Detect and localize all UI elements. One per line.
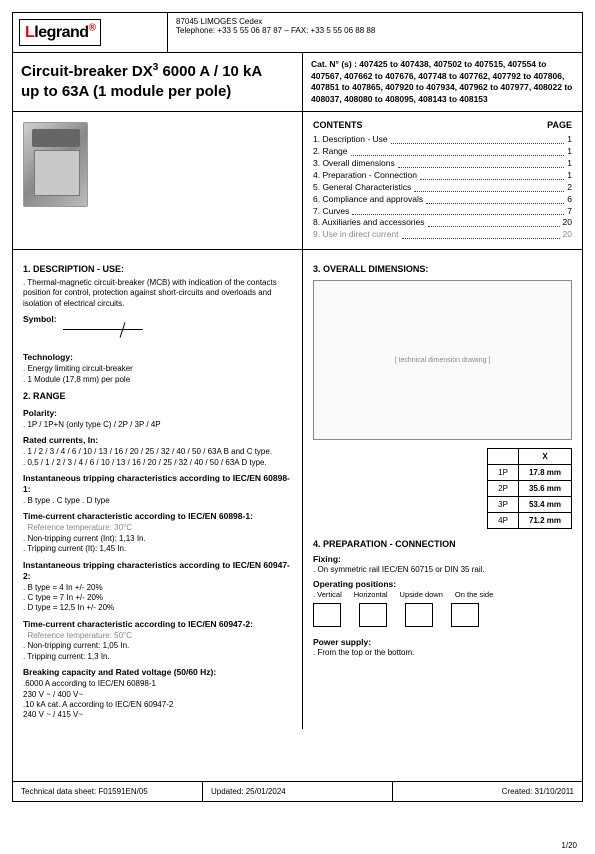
symbol-diagram: [63, 329, 143, 347]
logo-cell: Llegrand®: [13, 13, 168, 52]
footer-updated: Updated: 25/01/2024: [203, 782, 393, 801]
rated-heading: Rated currents, In:: [23, 435, 292, 446]
tc1-heading: Time-current characteristic according to…: [23, 511, 292, 522]
product-image-cell: [13, 112, 303, 249]
position-icon: [451, 603, 479, 627]
footer-created: Created: 31/10/2011: [393, 782, 582, 801]
break-line: .10 kA cat. A according to IEC/EN 60947-…: [23, 700, 292, 710]
section-preparation-heading: 4. PREPARATION - CONNECTION: [313, 539, 572, 549]
power-heading: Power supply:: [313, 637, 572, 647]
left-column: 1. DESCRIPTION - USE: . Thermal-magnetic…: [13, 250, 303, 728]
company-address: 87045 LIMOGES Cedex: [176, 17, 574, 26]
dim-table-row: 3P53.4 mm: [488, 497, 572, 513]
contents-heading: CONTENTS PAGE: [313, 120, 572, 130]
dimension-table: X 1P17.8 mm2P35.6 mm3P53.4 mm4P71.2 mm: [487, 448, 572, 529]
tc2-line: . Non-tripping current: 1,05 In.: [23, 641, 292, 651]
dimension-drawing: [ technical dimension drawing ]: [313, 280, 572, 440]
inst2-line: . D type = 12,5 In +/- 20%: [23, 603, 292, 613]
table-of-contents: 1. Description - Use12. Range13. Overall…: [313, 134, 572, 241]
contents-cell: CONTENTS PAGE 1. Description - Use12. Ra…: [303, 112, 582, 249]
toc-row: 8. Auxiliaries and accessories20: [313, 217, 572, 229]
brand-name: legrand: [34, 24, 88, 41]
dim-table-row: 4P71.2 mm: [488, 513, 572, 529]
break-line: 230 V ~ / 400 V~: [23, 690, 292, 700]
tc2-heading: Time-current characteristic according to…: [23, 619, 292, 630]
inst2-heading: Instantaneous tripping characteristics a…: [23, 560, 292, 582]
toc-row: 6. Compliance and approvals6: [313, 194, 572, 206]
brand-logo: Llegrand®: [19, 19, 101, 46]
page: Llegrand® 87045 LIMOGES Cedex Telephone:…: [12, 12, 583, 802]
right-column: 3. OVERALL DIMENSIONS: [ technical dimen…: [303, 250, 582, 728]
dim-table-row: 1P17.8 mm: [488, 465, 572, 481]
address-cell: 87045 LIMOGES Cedex Telephone: +33 5 55 …: [168, 13, 582, 52]
break-line: 240 V ~ / 415 V~: [23, 710, 292, 720]
positions-heading: Operating positions:: [313, 579, 572, 589]
tc1-line: . Tripping current (It): 1,45 In.: [23, 544, 292, 554]
inst1-text: . B type . C type . D type: [23, 496, 292, 506]
power-text: . From the top or the bottom.: [313, 648, 572, 657]
toc-row: 5. General Characteristics2: [313, 182, 572, 194]
page-number: 1/20: [561, 841, 577, 850]
position-icon: [359, 603, 387, 627]
inst2-line: . C type = 7 In +/- 20%: [23, 593, 292, 603]
title-cell: Circuit-breaker DX3 6000 A / 10 kA up to…: [13, 53, 303, 111]
toc-row: 2. Range1: [313, 146, 572, 158]
technology-heading: Technology:: [23, 352, 292, 363]
brand-prefix: L: [25, 24, 34, 41]
catalog-numbers: Cat. N° (s) : 407425 to 407438, 407502 t…: [303, 53, 582, 111]
polarity-heading: Polarity:: [23, 408, 292, 419]
position-icons: [313, 603, 572, 627]
section-range-heading: 2. RANGE: [23, 391, 292, 403]
body-row: 1. DESCRIPTION - USE: . Thermal-magnetic…: [13, 250, 582, 728]
header-row: Llegrand® 87045 LIMOGES Cedex Telephone:…: [13, 13, 582, 53]
position-icon: [405, 603, 433, 627]
toc-row: 1. Description - Use1: [313, 134, 572, 146]
polarity-text: . 1P / 1P+N (only type C) / 2P / 3P / 4P: [23, 420, 292, 430]
tc2-line: . Reference temperature: 50°C: [23, 631, 292, 641]
position-labels: . Vertical Horizontal Upside down On the…: [313, 590, 572, 599]
fixing-text: . On symmetric rail IEC/EN 60715 or DIN …: [313, 565, 572, 574]
toc-row: 7. Curves7: [313, 206, 572, 218]
section-dimensions-heading: 3. OVERALL DIMENSIONS:: [313, 264, 572, 274]
symbol-heading: Symbol:: [23, 314, 292, 325]
mid-row: CONTENTS PAGE 1. Description - Use12. Ra…: [13, 112, 582, 250]
product-image: [23, 122, 88, 207]
tc2-line: . Tripping current: 1,3 In.: [23, 652, 292, 662]
title-row: Circuit-breaker DX3 6000 A / 10 kA up to…: [13, 53, 582, 112]
inst1-heading: Instantaneous tripping characteristics a…: [23, 473, 292, 495]
fixing-heading: Fixing:: [313, 554, 572, 564]
dim-table-header: X: [518, 449, 571, 465]
toc-row: 4. Preparation - Connection1: [313, 170, 572, 182]
break-heading: Breaking capacity and Rated voltage (50/…: [23, 667, 292, 678]
description-text: . Thermal-magnetic circuit-breaker (MCB)…: [23, 278, 292, 309]
break-line: .6000 A according to IEC/EN 60898-1: [23, 679, 292, 689]
tc1-line: . Reference temperature: 30°C: [23, 523, 292, 533]
company-phone: Telephone: +33 5 55 06 87 87 – FAX: +33 …: [176, 26, 574, 35]
position-icon: [313, 603, 341, 627]
toc-row: 3. Overall dimensions1: [313, 158, 572, 170]
tech-line: . 1 Module (17,8 mm) per pole: [23, 375, 292, 385]
section-description-heading: 1. DESCRIPTION - USE:: [23, 264, 292, 276]
tech-line: . Energy limiting circuit-breaker: [23, 364, 292, 374]
page-title: Circuit-breaker DX3 6000 A / 10 kA up to…: [21, 61, 294, 101]
rated-line: . 1 / 2 / 3 / 4 / 6 / 10 / 13 / 16 / 20 …: [23, 447, 292, 457]
tc1-line: . Non-tripping current (Int): 1,13 In.: [23, 534, 292, 544]
rated-line: . 0,5 / 1 / 2 / 3 / 4 / 6 / 10 / 13 / 16…: [23, 458, 292, 468]
toc-row: 9. Use in direct current20: [313, 229, 572, 241]
footer: Technical data sheet: F01591EN/05 Update…: [13, 781, 582, 801]
registered-mark: ®: [89, 23, 96, 34]
inst2-line: . B type = 4 In +/- 20%: [23, 583, 292, 593]
dim-table-row: 2P35.6 mm: [488, 481, 572, 497]
footer-datasheet: Technical data sheet: F01591EN/05: [13, 782, 203, 801]
